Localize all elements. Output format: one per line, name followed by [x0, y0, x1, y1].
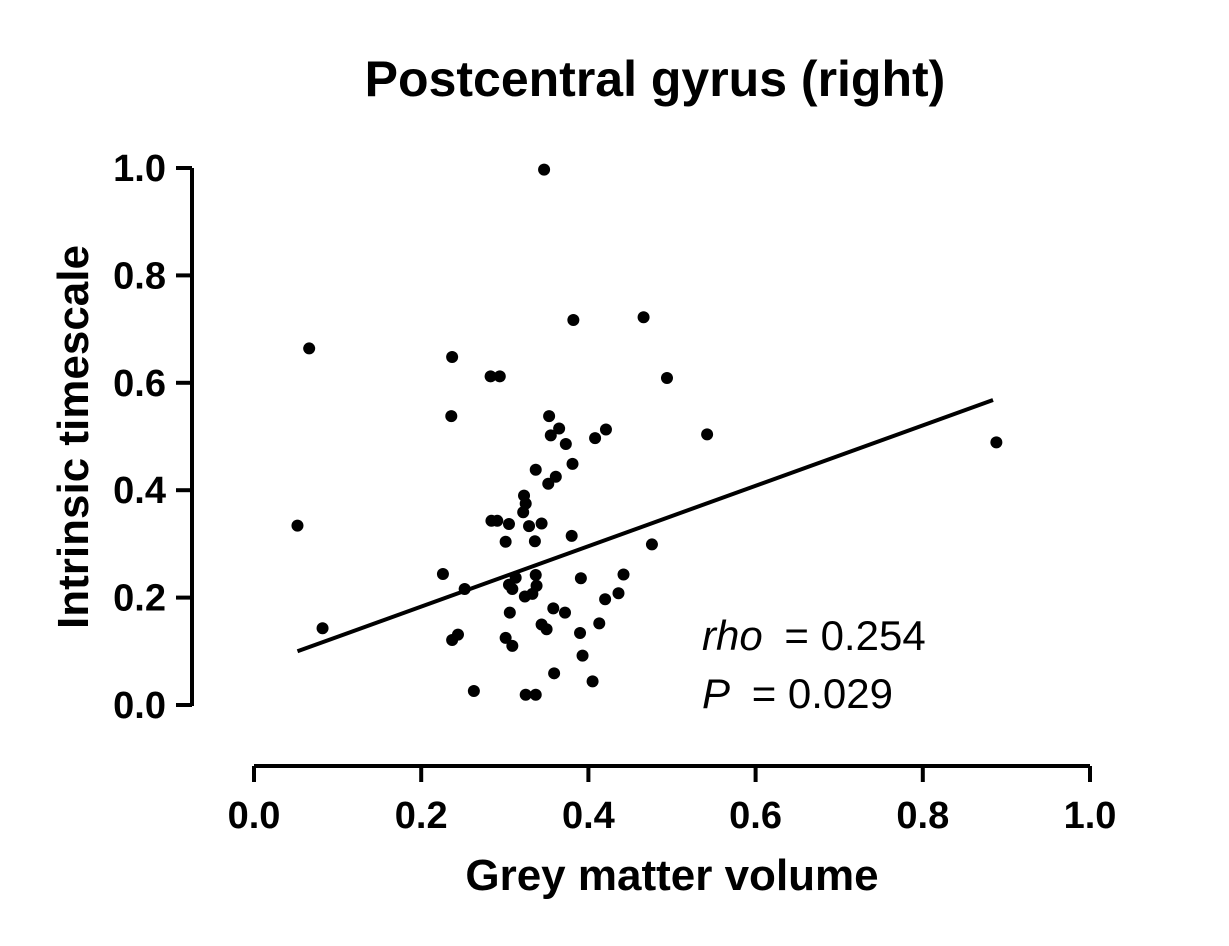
- data-point: [529, 463, 542, 476]
- p-annotation: P = 0.029: [702, 670, 893, 717]
- data-point: [548, 667, 561, 680]
- regression-line: [296, 398, 994, 654]
- data-point: [493, 370, 506, 383]
- data-point: [446, 351, 459, 364]
- data-point: [446, 634, 459, 647]
- data-point: [542, 477, 555, 490]
- y-tick-label: 1.0: [113, 148, 166, 190]
- data-point: [617, 568, 630, 581]
- rho-annotation: rho = 0.254: [702, 612, 926, 659]
- data-point: [645, 538, 658, 551]
- rho-value: = 0.254: [784, 612, 925, 659]
- chart-title: Postcentral gyrus (right): [365, 51, 946, 107]
- x-tick-label: 0.0: [228, 795, 281, 837]
- data-point: [574, 627, 587, 640]
- data-point: [586, 675, 599, 688]
- data-point: [599, 423, 612, 436]
- x-axis-ticks: 0.0 0.2 0.4 0.6 0.8 1.0: [228, 766, 1117, 837]
- data-point: [502, 518, 515, 531]
- data-point: [540, 623, 553, 636]
- data-point: [599, 593, 612, 606]
- data-point: [529, 569, 542, 582]
- x-tick-label: 1.0: [1064, 795, 1117, 837]
- data-point: [574, 572, 587, 585]
- data-point: [491, 514, 504, 527]
- data-point: [436, 567, 449, 580]
- data-point: [503, 606, 516, 619]
- data-point: [565, 529, 578, 542]
- y-tick-label: 0.2: [113, 578, 166, 620]
- data-point: [612, 587, 625, 600]
- data-point: [519, 688, 532, 701]
- x-tick-label: 0.2: [395, 795, 448, 837]
- data-point: [990, 436, 1003, 449]
- data-point: [445, 410, 458, 423]
- x-axis-label: Grey matter volume: [465, 851, 878, 900]
- data-point: [543, 410, 556, 423]
- data-point: [549, 470, 562, 483]
- p-label: P: [702, 670, 730, 717]
- data-point: [701, 428, 714, 441]
- y-tick-label: 0.8: [113, 255, 166, 297]
- data-point: [517, 506, 530, 519]
- data-point: [538, 163, 551, 176]
- data-point: [637, 311, 650, 324]
- data-point: [506, 583, 519, 596]
- data-point: [660, 371, 673, 384]
- data-point: [593, 617, 606, 630]
- x-tick-label: 0.4: [562, 795, 615, 837]
- data-point: [528, 535, 541, 548]
- data-point: [316, 622, 329, 635]
- data-point: [518, 590, 531, 603]
- data-point: [506, 639, 519, 652]
- data-point: [529, 688, 542, 701]
- data-point: [544, 429, 557, 442]
- data-point: [567, 313, 580, 326]
- x-tick-label: 0.6: [729, 795, 782, 837]
- data-point: [576, 649, 589, 662]
- rho-label: rho: [702, 612, 763, 659]
- data-points: [291, 163, 1003, 701]
- data-point: [553, 422, 566, 435]
- data-point: [499, 631, 512, 644]
- data-point: [566, 457, 579, 470]
- data-point: [303, 342, 316, 355]
- y-axis-label: Intrinsic timescale: [49, 245, 98, 629]
- y-tick-label: 0.4: [113, 470, 166, 512]
- data-point: [535, 517, 548, 530]
- x-tick-label: 0.8: [896, 795, 949, 837]
- y-axis-ticks: 0.0 0.2 0.4 0.6 0.8 1.0: [113, 148, 192, 727]
- p-value: = 0.029: [752, 670, 893, 717]
- data-point: [484, 370, 497, 383]
- y-tick-label: 0.0: [113, 685, 166, 727]
- data-point: [523, 520, 536, 533]
- y-tick-label: 0.6: [113, 363, 166, 405]
- data-point: [558, 606, 571, 619]
- data-point: [467, 685, 480, 698]
- data-point: [547, 602, 560, 615]
- data-point: [499, 535, 512, 548]
- data-point: [458, 583, 471, 596]
- data-point: [589, 432, 602, 445]
- data-point: [559, 438, 572, 451]
- data-point: [291, 519, 304, 532]
